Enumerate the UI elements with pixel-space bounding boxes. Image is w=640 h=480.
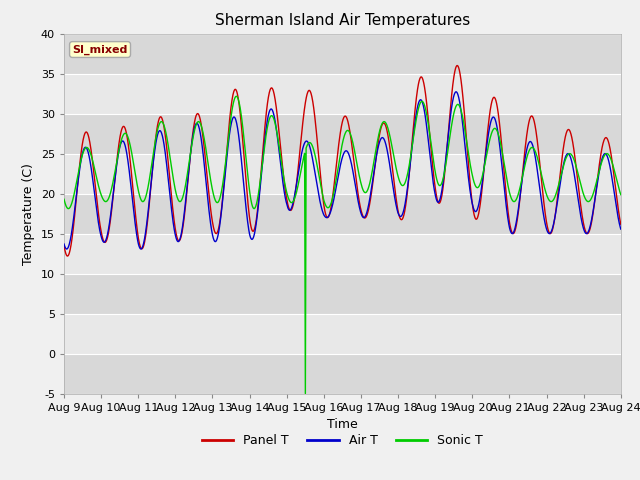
Bar	[64, 73, 621, 114]
Y-axis label: Temperature (C): Temperature (C)	[22, 163, 35, 264]
Bar	[64, 354, 621, 394]
Bar	[64, 313, 621, 354]
Title: Sherman Island Air Temperatures: Sherman Island Air Temperatures	[215, 13, 470, 28]
Bar	[64, 193, 621, 234]
Legend: Panel T, Air T, Sonic T: Panel T, Air T, Sonic T	[196, 429, 488, 452]
Bar	[64, 234, 621, 274]
Bar	[64, 274, 621, 313]
Bar	[64, 114, 621, 154]
X-axis label: Time: Time	[327, 418, 358, 431]
Bar	[64, 34, 621, 73]
Text: SI_mixed: SI_mixed	[72, 44, 128, 55]
Bar	[64, 154, 621, 193]
